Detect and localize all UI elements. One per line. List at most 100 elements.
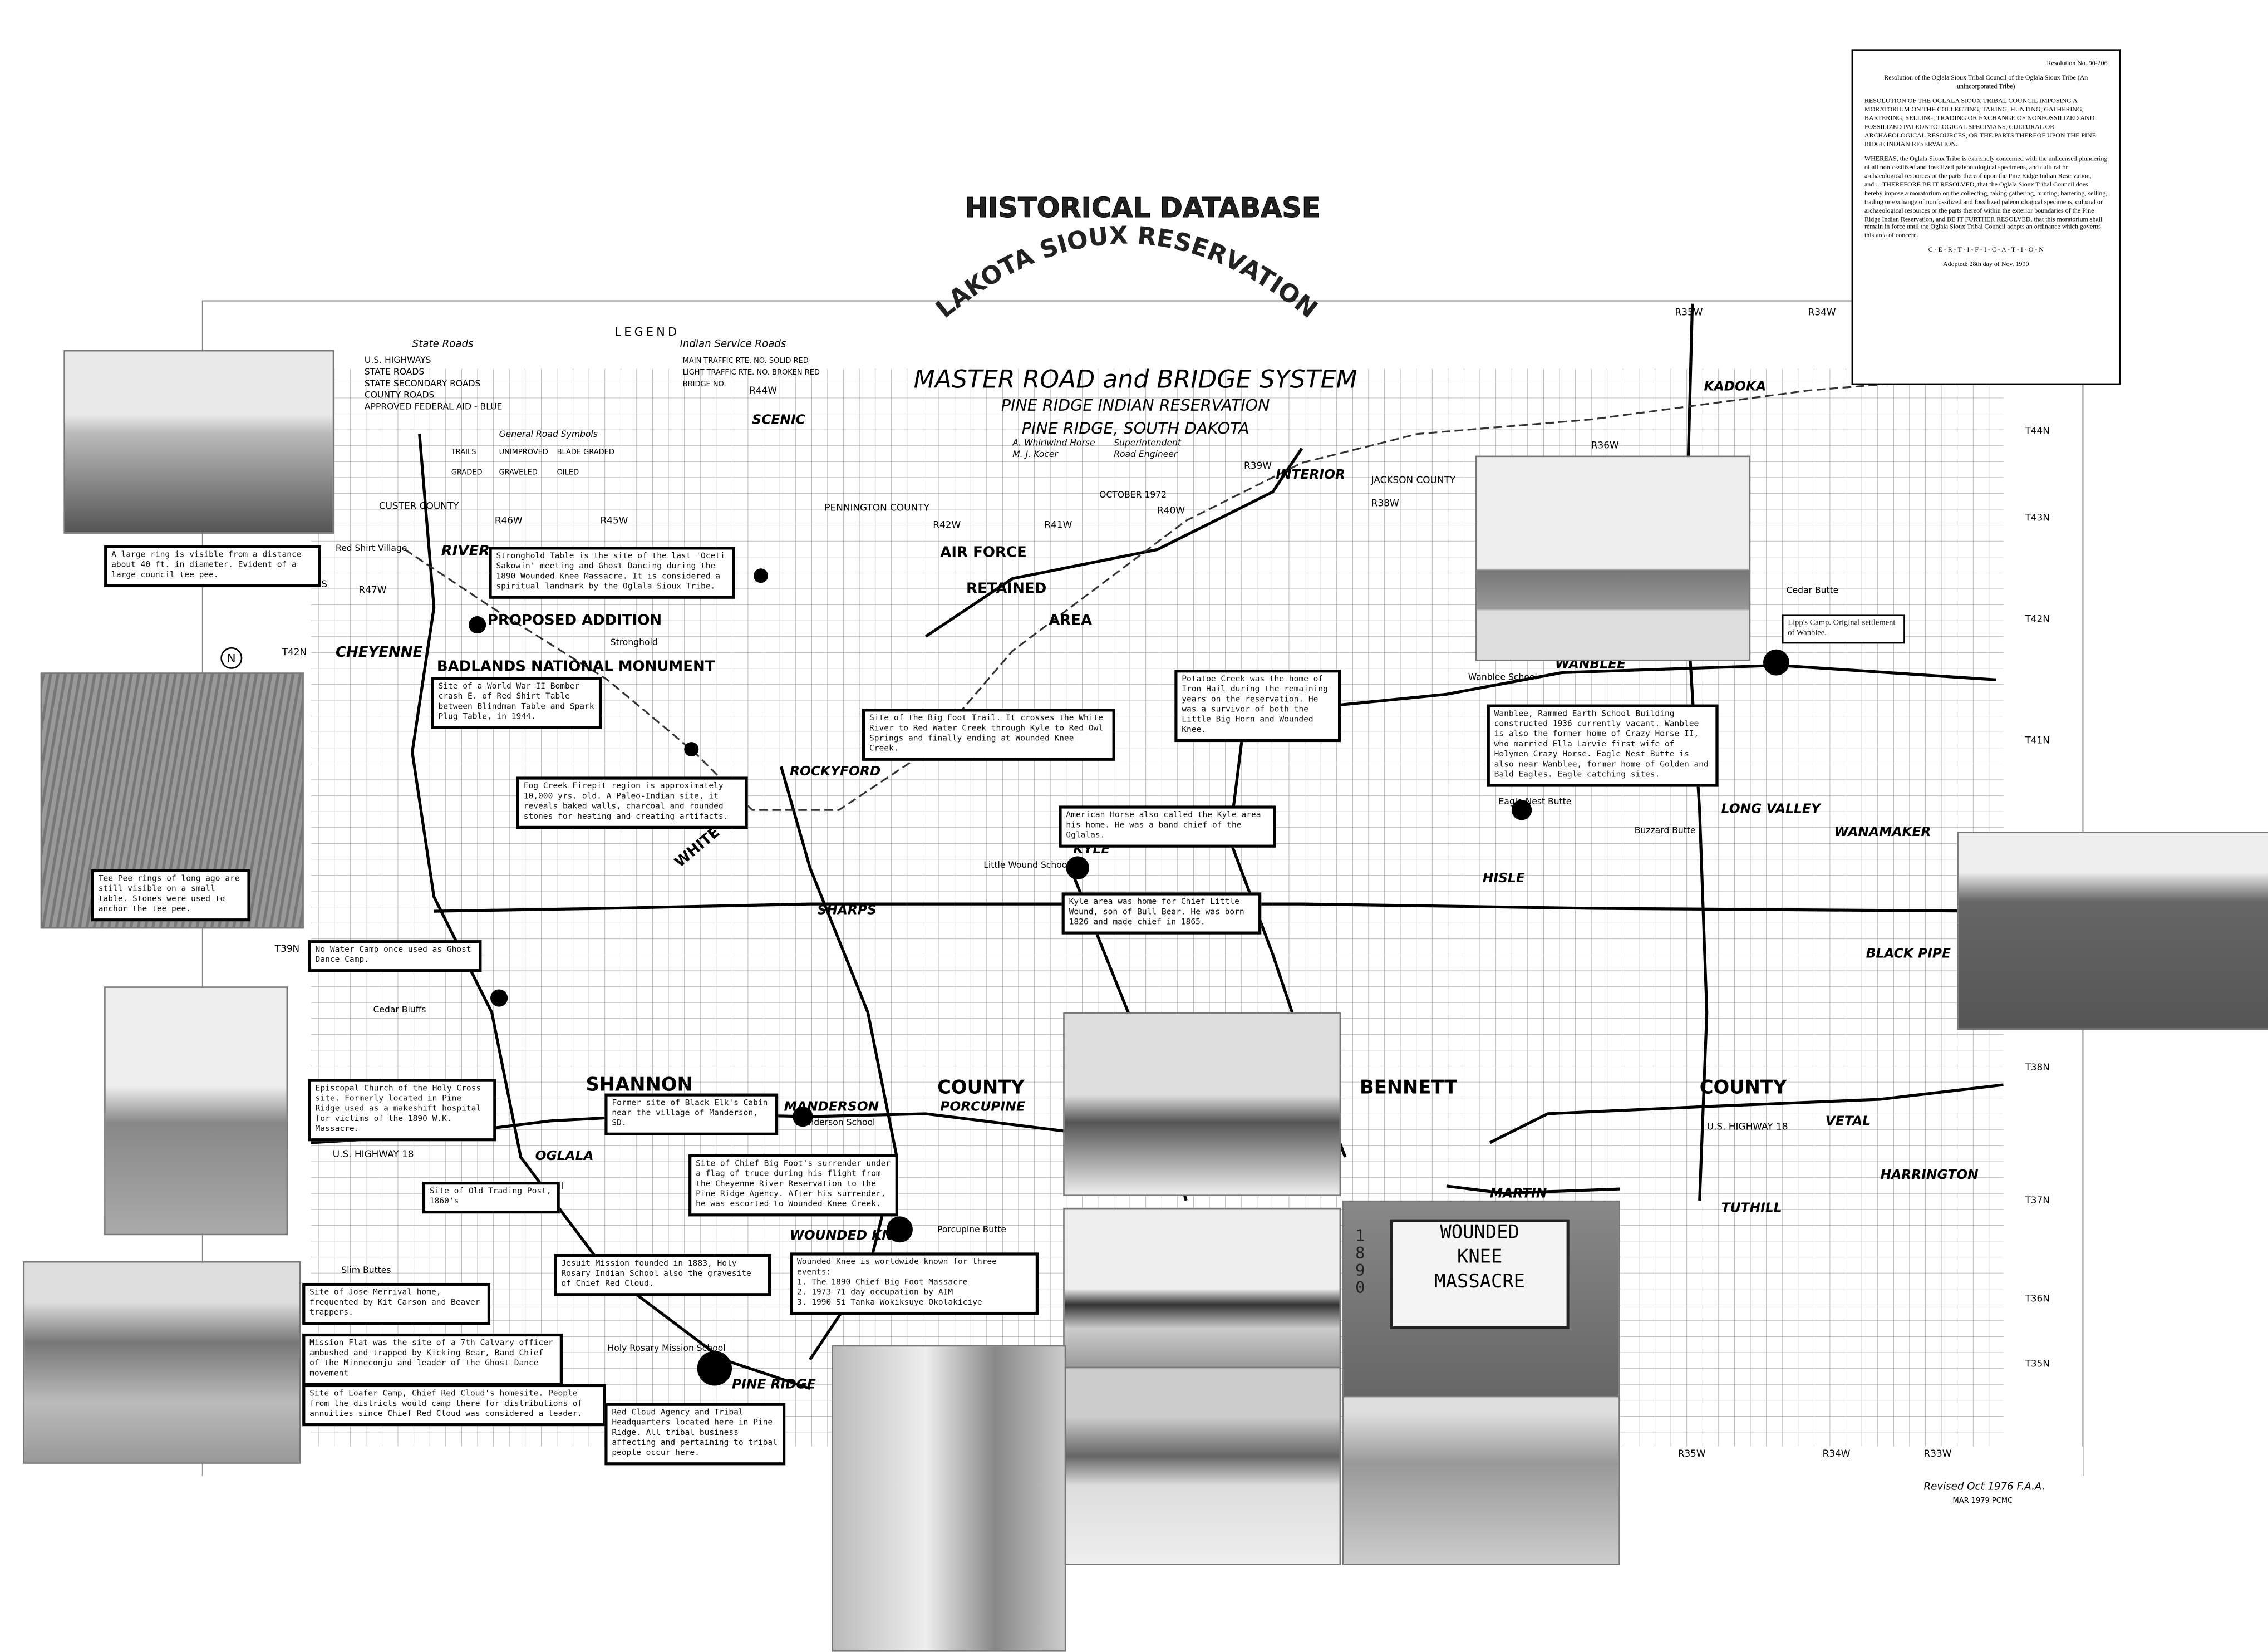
grid-label: R35W (1678, 1448, 1706, 1459)
place: TUTHILL (1721, 1200, 1782, 1216)
grid-label: R39W (1244, 460, 1272, 471)
place: HARRINGTON (1881, 1167, 1979, 1182)
place: LONG VALLEY (1721, 800, 1822, 816)
place: SHARPS (817, 902, 876, 917)
place: PINE RIDGE (732, 1376, 816, 1392)
annotation: Fog Creek Firepit region is approximatel… (516, 776, 748, 829)
grid-label: T39N (274, 943, 299, 954)
annotation: Episcopal Church of the Holy Cross site.… (308, 1079, 496, 1142)
place: Buzzard Butte (1635, 825, 1696, 835)
map-location: PINE RIDGE, SOUTH DAKOTA (1022, 419, 1249, 438)
place: PROPOSED ADDITION (488, 612, 662, 629)
legend-item: BRIDGE NO. (683, 380, 726, 389)
grid-label: T44N (2024, 425, 2049, 436)
annotation: Site of Chief Big Foot's surrender under… (688, 1154, 898, 1217)
site-marker (469, 616, 486, 634)
annotation: Former site of Black Elk's Cabin near th… (604, 1093, 779, 1135)
place: INTERIOR (1276, 466, 1345, 482)
grid-label: R40W (1157, 505, 1185, 516)
site-marker (887, 1216, 913, 1243)
place: Little Wound School (983, 860, 1069, 870)
annotation: Jesuit Mission founded in 1883, Holy Ros… (554, 1253, 771, 1296)
grid-label: R33W (1924, 1448, 1952, 1459)
legend-heading: Indian Service Roads (680, 338, 786, 350)
place: CUSTER COUNTY (379, 500, 459, 512)
legend-item: U.S. HIGHWAYS (365, 355, 431, 365)
legend-item: COUNTY ROADS (365, 390, 435, 400)
grid-label: R45W (601, 515, 628, 526)
place: CHEYENNE (336, 644, 423, 661)
place: COUNTY (1700, 1076, 1787, 1098)
annotation: A large ring is visible from a distance … (104, 545, 321, 587)
compass: N (220, 647, 243, 669)
credit: A. Whirlwind Horse (1012, 437, 1095, 448)
site-marker (793, 1106, 813, 1127)
grid-label: R34W (1808, 306, 1836, 317)
legend-item: GRAVELED (499, 468, 538, 476)
grid-label: T41N (2024, 735, 2049, 746)
place: BENNETT (1360, 1076, 1457, 1098)
sign: WOUNDED KNEE MASSACRE (1390, 1219, 1570, 1330)
sign-year: 1890 (1355, 1226, 1365, 1298)
resolution-body: WHEREAS, the Oglala Sioux Tribe is extre… (1864, 154, 2108, 239)
annotation: No Water Camp once used as Ghost Dance C… (308, 940, 482, 972)
photo (1957, 832, 2268, 1030)
resolution-caption: RESOLUTION OF THE OGLALA SIOUX TRIBAL CO… (1864, 96, 2096, 148)
legend-item: GRADED (451, 468, 483, 476)
annotation: Site of Loafer Camp, Chief Red Cloud's h… (302, 1384, 606, 1427)
place: Eagle Nest Butte (1498, 796, 1571, 807)
annotation: Potatoe Creek was the home of Iron Hail … (1174, 670, 1341, 742)
photo (1063, 1207, 1341, 1370)
credit: M. J. Kocer (1012, 449, 1059, 459)
legend-item: UNIMPROVED (499, 448, 548, 456)
legend-item: MAIN TRAFFIC RTE. NO. SOLID RED (683, 357, 809, 365)
revised: Revised Oct 1976 F.A.A. (1924, 1481, 2045, 1493)
annotation: Lipp's Camp. Original settlement of Wanb… (1782, 614, 1905, 644)
place: Cedar Bluffs (373, 1005, 426, 1015)
annotation: Stronghold Table is the site of the last… (489, 547, 735, 599)
place: MARTIN (1490, 1186, 1547, 1201)
compass-circle (220, 647, 243, 669)
site-marker (697, 1351, 732, 1386)
map-subtitle: PINE RIDGE INDIAN RESERVATION (1001, 396, 1270, 415)
place: SHANNON (586, 1073, 693, 1095)
photo (1063, 1366, 1341, 1565)
grid-label: T36N (2024, 1293, 2049, 1304)
grid-label: T35N (2024, 1358, 2049, 1369)
place: WANAMAKER (1834, 824, 1931, 839)
legend-item: TRAILS (451, 448, 476, 456)
grid-label: R44W (749, 385, 777, 396)
legend-title: LEGEND (615, 325, 680, 338)
credit: Superintendent (1114, 437, 1182, 448)
site-marker (754, 568, 769, 583)
annotation: Tee Pee rings of long ago are still visi… (91, 869, 250, 922)
place: JACKSON COUNTY (1371, 474, 1456, 485)
resolution-adopted: Adopted: 28th day of Nov. 1990 (1943, 260, 2029, 268)
sign-line: KNEE (1457, 1246, 1503, 1268)
grid-label: T42N (282, 646, 307, 657)
place: RIVER (441, 543, 490, 559)
road (924, 448, 1303, 638)
place: ROCKYFORD (790, 763, 880, 779)
site-marker (1511, 800, 1532, 820)
grid-label: R38W (1371, 498, 1399, 509)
place: Red Shirt Village (336, 543, 407, 553)
grid-label: T38N (2024, 1061, 2049, 1073)
annotation: Wounded Knee is worldwide known for thre… (789, 1252, 1039, 1315)
photo (1475, 455, 1750, 661)
road (434, 902, 1996, 913)
place: Holy Rosary Mission School (608, 1343, 726, 1353)
legend-item: APPROVED FEDERAL AID - BLUE (365, 401, 502, 411)
annotation: American Horse also called the Kyle area… (1059, 805, 1276, 848)
place: BADLANDS NATIONAL MONUMENT (437, 658, 715, 675)
photo (1063, 1012, 1341, 1197)
road (1446, 1184, 1620, 1195)
legend-heading: General Road Symbols (499, 429, 598, 439)
photo (1342, 1395, 1620, 1565)
title: HISTORICAL DATABASE (965, 191, 1321, 224)
photo: WOUNDED KNEE MASSACRE 1890 (1342, 1200, 1620, 1399)
annotation: Site of the Big Foot Trail. It crosses t… (862, 709, 1115, 761)
